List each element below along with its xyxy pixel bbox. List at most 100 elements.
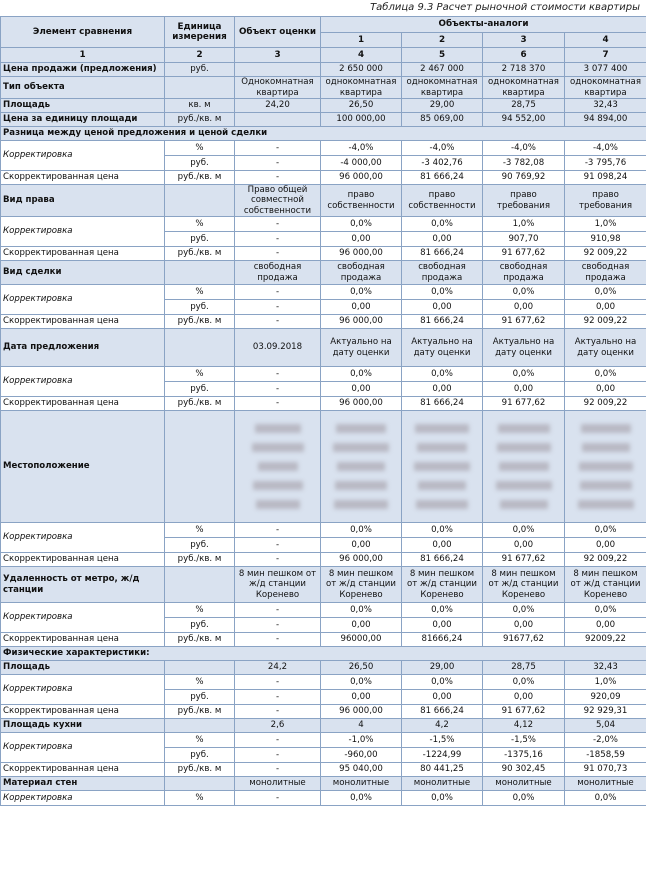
- analog-cell: 1,0%: [563, 674, 646, 690]
- header-col-num: 1: [0, 47, 165, 63]
- analog-cell: -4 000,00: [320, 155, 402, 171]
- redacted-text: [237, 419, 318, 514]
- correction-label: Корректировка: [0, 674, 165, 705]
- analog-cell: 0,0%: [401, 284, 483, 300]
- section-title: Разница между ценой предложения и ценой …: [0, 126, 646, 141]
- analog-cell: -1,5%: [401, 732, 483, 748]
- object-cell: 24,20: [234, 98, 321, 113]
- unit-cell: кв. м: [164, 98, 235, 113]
- analog-cell: 91 677,62: [482, 704, 565, 719]
- table-caption: Таблица 9.3 Расчет рыночной стоимости кв…: [370, 2, 640, 13]
- object-cell: -: [234, 747, 321, 763]
- redacted-text: [567, 419, 644, 514]
- header-analog-num: 4: [563, 32, 646, 48]
- analog-cell: однокомнатная квартира: [563, 76, 646, 99]
- header-col-num: 7: [563, 47, 646, 63]
- unit-cell: [164, 76, 235, 99]
- analog-cell: 0,0%: [320, 216, 402, 232]
- correction-row: Корректировка% -0,0% 0,0% 1,0% 1,0%: [0, 216, 646, 247]
- analog-cell: 91 677,62: [482, 552, 565, 567]
- analog-cell: 28,75: [482, 98, 565, 113]
- analog-cell: 0,00: [563, 617, 646, 633]
- header-col-num: 4: [320, 47, 402, 63]
- unit-cell: %: [164, 284, 235, 300]
- correction-row: Корректировка% -0,0% 0,0% 0,0% 0,0%: [0, 522, 646, 553]
- analog-cell: однокомнатная квартира: [482, 76, 565, 99]
- row-label: Площадь: [0, 660, 165, 675]
- object-cell: Однокомнатная квартира: [234, 76, 321, 99]
- analog-cell: Актуально на дату оценки: [320, 328, 402, 367]
- analog-cell: -3 402,76: [401, 155, 483, 171]
- object-cell: 03.09.2018: [234, 328, 321, 367]
- analog-cell: 0,00: [563, 381, 646, 397]
- unit-cell: руб./кв. м: [164, 246, 235, 261]
- analog-cell: 920,09: [563, 689, 646, 705]
- redacted-text: [323, 419, 399, 514]
- analog-cell: 910,98: [563, 231, 646, 247]
- analog-cell: свободная продажа: [563, 260, 646, 285]
- object-cell: -: [234, 617, 321, 633]
- analog-cell: -1858,59: [563, 747, 646, 763]
- analog-cell: 3 077 400: [563, 62, 646, 77]
- analog-cell: право требования: [563, 184, 646, 217]
- analog-cell: 90 769,92: [482, 170, 565, 185]
- analog-cell: свободная продажа: [401, 260, 483, 285]
- analog-cell: 92 009,22: [563, 314, 646, 329]
- analog-cell: 32,43: [563, 660, 646, 675]
- analog-cell: 80 441,25: [401, 762, 483, 777]
- table-row: Площадь кухни 2,6 4 4,2 4,12 5,04: [0, 718, 646, 733]
- analog-cell: 0,00: [320, 231, 402, 247]
- analog-cell: 94 552,00: [482, 112, 565, 127]
- table-row: Удаленность от метро, ж/д станции 8 мин п…: [0, 566, 646, 603]
- analog-cell: 2 718 370: [482, 62, 565, 77]
- header-element: Элемент сравнения: [0, 16, 165, 48]
- analog-cell: -1,0%: [320, 732, 402, 748]
- correction-row: Корректировка% -0,0% 0,0% 0,0% 0,0%: [0, 284, 646, 315]
- row-label: Материал стен: [0, 776, 165, 791]
- analog-cell: -1224,99: [401, 747, 483, 763]
- table-row: Скорректированная цена руб./кв. м -96 000,…: [0, 246, 646, 261]
- analog-cell: 8 мин пешком от ж/д станции Коренево: [401, 566, 483, 603]
- correction-label: Корректировка: [0, 602, 165, 633]
- header-col-num: 5: [401, 47, 483, 63]
- unit-cell: [164, 776, 235, 791]
- analog-cell: 8 мин пешком от ж/д станции Коренево: [563, 566, 646, 603]
- analog-cell: 0,00: [482, 381, 565, 397]
- object-cell: [234, 112, 321, 127]
- analog-cell: однокомнатная квартира: [320, 76, 402, 99]
- header-col-num: 3: [234, 47, 321, 63]
- analog-cell: 96 000,00: [320, 170, 402, 185]
- table-row: Вид права Право общей совместной собствен…: [0, 184, 646, 217]
- object-cell: -: [234, 790, 321, 806]
- header-analog-num: 3: [482, 32, 565, 48]
- analog-cell: 0,0%: [482, 674, 565, 690]
- unit-cell: [164, 328, 235, 367]
- unit-cell: руб./кв. м: [164, 396, 235, 411]
- unit-cell: руб.: [164, 537, 235, 553]
- analog-cell: 0,00: [482, 299, 565, 315]
- table-row: Скорректированная цена руб./кв. м -96 000,…: [0, 314, 646, 329]
- analog-cell: 28,75: [482, 660, 565, 675]
- unit-cell: %: [164, 602, 235, 618]
- correction-label: Корректировка: [0, 216, 165, 247]
- object-cell: -: [234, 689, 321, 705]
- analog-cell: 0,0%: [320, 522, 402, 538]
- unit-cell: [164, 660, 235, 675]
- unit-cell: руб./кв. м: [164, 762, 235, 777]
- analog-cell: 96 000,00: [320, 246, 402, 261]
- analog-cell: монолитные: [401, 776, 483, 791]
- analog-cell: право собственности: [320, 184, 402, 217]
- unit-cell: руб.: [164, 689, 235, 705]
- unit-cell: руб./кв. м: [164, 704, 235, 719]
- analog-cell: 29,00: [401, 660, 483, 675]
- header-col-num: 2: [164, 47, 235, 63]
- table-row: Площадь 24,2 26,50 29,00 28,75 32,43: [0, 660, 646, 675]
- table-row: Тип объекта Однокомнатная квартира одноком…: [0, 76, 646, 99]
- object-cell: 8 мин пешком от ж/д станции Коренево: [234, 566, 321, 603]
- analog-cell: 100 000,00: [320, 112, 402, 127]
- analog-cell: 92 009,22: [563, 396, 646, 411]
- analog-cell: -3 782,08: [482, 155, 565, 171]
- object-cell: -: [234, 732, 321, 748]
- object-cell: -: [234, 284, 321, 300]
- unit-cell: руб.: [164, 231, 235, 247]
